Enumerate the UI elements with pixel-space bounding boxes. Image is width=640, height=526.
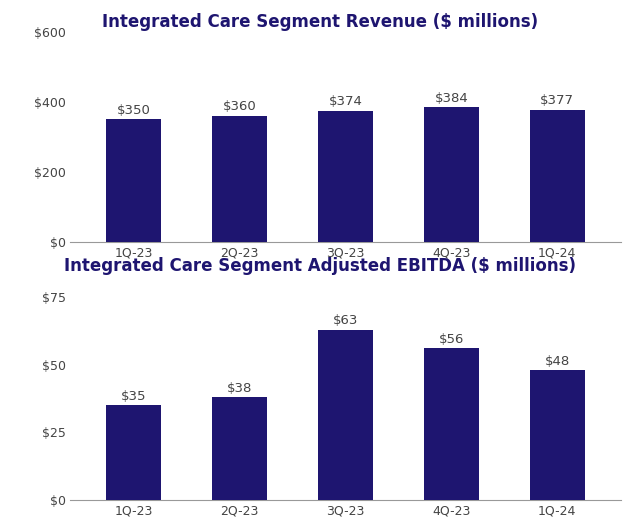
- Text: $374: $374: [329, 95, 362, 108]
- Text: $38: $38: [227, 382, 252, 395]
- Bar: [424, 107, 479, 242]
- Text: $377: $377: [540, 94, 574, 107]
- Text: Integrated Care Segment Adjusted EBITDA ($ millions): Integrated Care Segment Adjusted EBITDA …: [64, 257, 576, 275]
- Text: $35: $35: [121, 390, 147, 403]
- Bar: [318, 330, 373, 500]
- Bar: [318, 111, 373, 242]
- Text: Integrated Care Segment Revenue ($ millions): Integrated Care Segment Revenue ($ milli…: [102, 13, 538, 31]
- Text: $48: $48: [545, 355, 570, 368]
- Bar: [424, 349, 479, 500]
- Bar: [212, 397, 268, 500]
- Bar: [530, 370, 585, 500]
- Text: $350: $350: [117, 104, 151, 117]
- Text: $384: $384: [435, 92, 468, 105]
- Bar: [530, 110, 585, 242]
- Bar: [212, 116, 268, 242]
- Text: $63: $63: [333, 315, 358, 327]
- Bar: [106, 119, 161, 242]
- Bar: [106, 405, 161, 500]
- Text: $56: $56: [439, 333, 464, 346]
- Text: $360: $360: [223, 100, 257, 113]
